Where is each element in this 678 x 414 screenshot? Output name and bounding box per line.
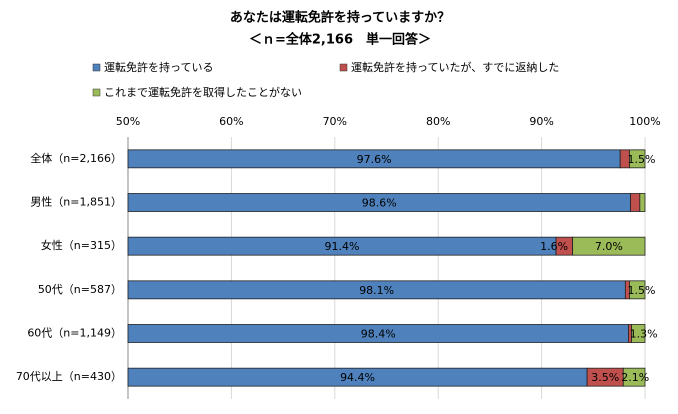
x-tick-label: 70% xyxy=(323,115,347,128)
legend-swatch xyxy=(339,63,348,72)
data-label: 91.4% xyxy=(325,240,360,253)
y-tick-label: 女性（n=315） xyxy=(41,238,122,252)
bar-segment xyxy=(572,236,646,256)
data-label: 7.0% xyxy=(595,240,623,253)
y-tick-label: 50代（n=587） xyxy=(38,283,122,296)
legend-swatch xyxy=(92,63,101,72)
chart-title: あなたは運転免許を持っていますか？ xyxy=(230,10,450,26)
x-tick-label: 100% xyxy=(629,115,660,128)
x-tick-label: 90% xyxy=(529,115,553,128)
data-label: 98.1% xyxy=(359,284,394,297)
data-label: 3.5% xyxy=(591,371,619,384)
legend-label: これまで運転免許を取得したことがない xyxy=(104,85,302,99)
bar-segment xyxy=(629,149,646,169)
data-label: 1.6% xyxy=(540,240,568,253)
data-label: 97.6% xyxy=(357,153,392,166)
data-label: 98.4% xyxy=(361,328,396,341)
legend-swatch xyxy=(92,88,101,97)
data-label: 1.5% xyxy=(628,284,656,297)
x-tick-label: 80% xyxy=(426,115,450,128)
data-label: 1.3% xyxy=(630,328,658,341)
y-tick-label: 70代以上（n=430） xyxy=(16,370,122,383)
bar-segment xyxy=(622,367,646,387)
data-label: 2.1% xyxy=(621,371,649,384)
y-tick-label: 全体（n=2,166） xyxy=(30,151,122,165)
chart-subtitle: ＜ｎ=全体2,166 単一回答＞ xyxy=(249,32,431,48)
bar-segment xyxy=(630,193,641,212)
data-label: 94.4% xyxy=(340,371,375,384)
x-tick-label: 60% xyxy=(219,115,243,128)
bar-segment xyxy=(639,193,646,212)
x-tick-label: 50% xyxy=(116,115,140,128)
legend-label: 運転免許を持っている xyxy=(104,60,213,74)
bar-segment xyxy=(631,324,646,343)
y-tick-label: 60代（n=1,149） xyxy=(27,327,122,340)
data-label: 1.5% xyxy=(628,153,656,166)
bar-segment xyxy=(629,280,646,300)
legend-label: 運転免許を持っていたが、すでに返納した xyxy=(351,60,559,74)
y-tick-label: 男性（n=1,851） xyxy=(30,195,122,209)
data-label: 98.6% xyxy=(362,197,397,210)
